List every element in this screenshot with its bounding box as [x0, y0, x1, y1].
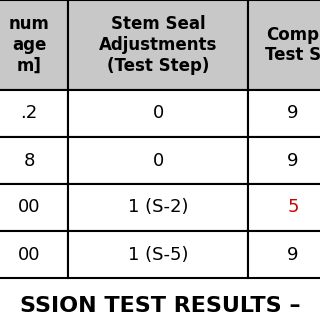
- Text: Comp
Test S: Comp Test S: [265, 26, 320, 64]
- Text: 9: 9: [287, 245, 299, 263]
- Bar: [68, 137, 248, 184]
- Bar: [0, 231, 68, 278]
- Bar: [0, 137, 68, 184]
- Text: 1 (S-5): 1 (S-5): [128, 245, 188, 263]
- Bar: [248, 90, 320, 137]
- Bar: [248, 184, 320, 231]
- Bar: [248, 231, 320, 278]
- Bar: [0, 184, 68, 231]
- Text: SSION TEST RESULTS –: SSION TEST RESULTS –: [20, 296, 300, 316]
- Bar: [0, 90, 68, 137]
- Bar: [68, 90, 248, 137]
- Bar: [0, 0, 68, 90]
- Text: 0: 0: [152, 105, 164, 123]
- Text: 5: 5: [287, 198, 299, 217]
- Text: Stem Seal
Adjustments
(Test Step): Stem Seal Adjustments (Test Step): [99, 15, 217, 75]
- Text: num
age
m]: num age m]: [9, 15, 49, 75]
- Bar: [248, 0, 320, 90]
- Text: 00: 00: [18, 198, 40, 217]
- Text: 9: 9: [287, 105, 299, 123]
- Bar: [248, 137, 320, 184]
- Text: 9: 9: [287, 151, 299, 170]
- Text: 0: 0: [152, 151, 164, 170]
- Text: 00: 00: [18, 245, 40, 263]
- Bar: [68, 0, 248, 90]
- Bar: [68, 184, 248, 231]
- Text: 1 (S-2): 1 (S-2): [128, 198, 188, 217]
- Text: .2: .2: [20, 105, 38, 123]
- Text: 8: 8: [23, 151, 35, 170]
- Bar: [68, 231, 248, 278]
